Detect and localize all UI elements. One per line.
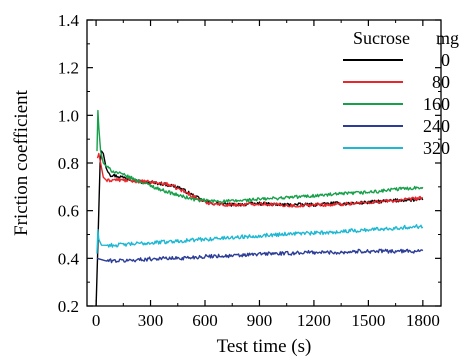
series-line-80: [96, 152, 423, 208]
x-tick-label: 900: [247, 311, 273, 330]
y-tick-label: 0.2: [58, 297, 79, 316]
y-tick-label: 0.8: [58, 154, 79, 173]
x-tick-label: 1500: [351, 311, 385, 330]
legend-label-240: 240: [423, 116, 450, 136]
legend-label-80: 80: [432, 72, 450, 92]
y-tick-label: 1.0: [58, 106, 79, 125]
series-line-160: [96, 109, 424, 204]
x-tick-label: 1200: [297, 311, 331, 330]
series-line-240: [96, 248, 424, 264]
x-tick-label: 0: [92, 311, 101, 330]
series-line-320: [96, 224, 424, 254]
y-tick-label: 0.4: [58, 249, 80, 268]
y-tick-label: 1.4: [58, 11, 80, 30]
x-axis-title: Test time (s): [217, 336, 312, 357]
legend-label-320: 320: [423, 138, 450, 158]
x-tick-label: 1800: [406, 311, 440, 330]
x-tick-label: 600: [192, 311, 218, 330]
y-axis-title: Friction coefficient: [11, 89, 32, 236]
legend-label-0: 0: [441, 50, 450, 70]
plot-frame: [86, 19, 442, 307]
y-axis-ticks: 0.2 0.4 0.6 0.8 1.0 1.2 1.4: [58, 11, 441, 316]
y-tick-label: 0.6: [58, 202, 79, 221]
legend-unit: mg: [436, 28, 459, 48]
x-axis-ticks: 0 300 600 900 1200 1500 1800: [92, 20, 440, 330]
x-tick-label: 300: [138, 311, 164, 330]
plot-lines: [95, 109, 424, 307]
legend-title: Sucrose: [353, 28, 410, 48]
y-tick-label: 1.2: [58, 59, 79, 78]
legend-label-160: 160: [423, 94, 450, 114]
